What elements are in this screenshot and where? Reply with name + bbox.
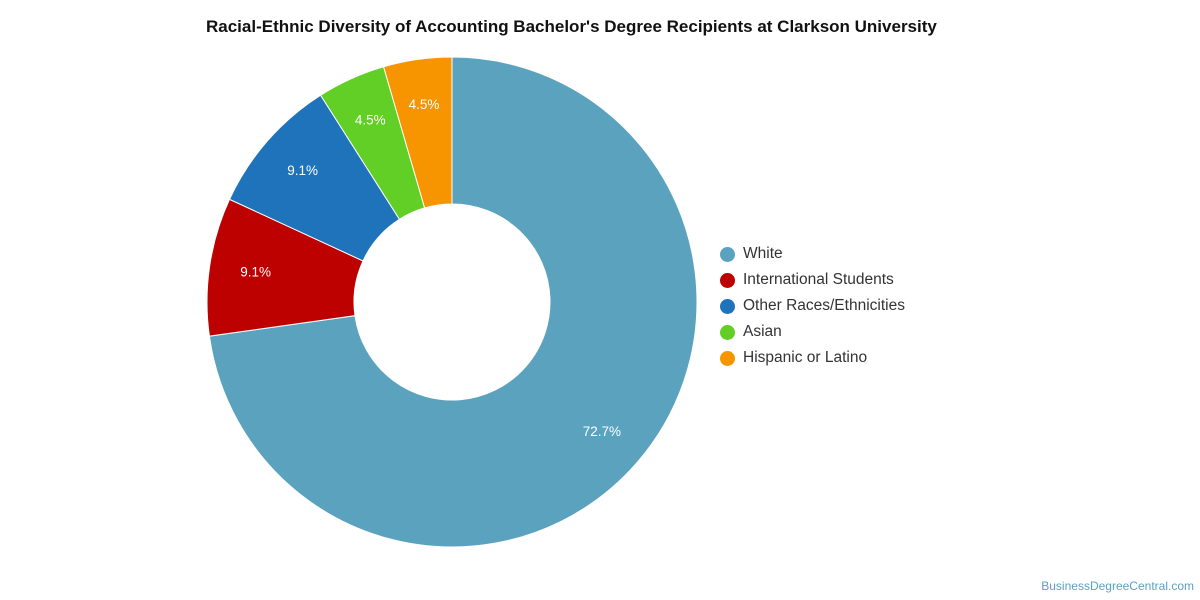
legend-label: Hispanic or Latino	[743, 349, 868, 366]
slice-label-asian: 4.5%	[355, 113, 386, 128]
legend-swatch	[720, 246, 735, 262]
slice-hispanic-or-latino	[382, 56, 453, 209]
chart-title: Racial-Ethnic Diversity of Accounting Ba…	[206, 17, 937, 36]
slice-label-hispanic-or-latino: 4.5%	[409, 97, 440, 112]
legend-swatch	[720, 350, 735, 366]
slice-label-white: 72.7%	[583, 424, 621, 439]
slice-label-other-races-ethnicities: 9.1%	[287, 163, 318, 178]
legend-swatch	[720, 298, 735, 314]
legend-swatch	[720, 324, 735, 340]
chart-legend: White International Students Other Races/E…	[720, 241, 905, 371]
watermark: BusinessDegreeCentral.com	[1041, 579, 1194, 593]
legend-label: Asian	[743, 323, 782, 340]
legend-item-asian[interactable]: Asian	[720, 319, 905, 345]
legend-item-hispanic-or-latino[interactable]: Hispanic or Latino	[720, 345, 905, 371]
legend-label: Other Races/Ethnicities	[743, 297, 905, 314]
legend-label: White	[743, 245, 783, 262]
legend-item-international-students[interactable]: International Students	[720, 267, 905, 293]
legend-label: International Students	[743, 271, 894, 288]
legend-item-white[interactable]: White	[720, 241, 905, 267]
slice-white	[208, 56, 698, 548]
slice-label-international-students: 9.1%	[240, 265, 271, 280]
legend-item-other-races-ethnicities[interactable]: Other Races/Ethnicities	[720, 293, 905, 319]
legend-swatch	[720, 272, 735, 288]
